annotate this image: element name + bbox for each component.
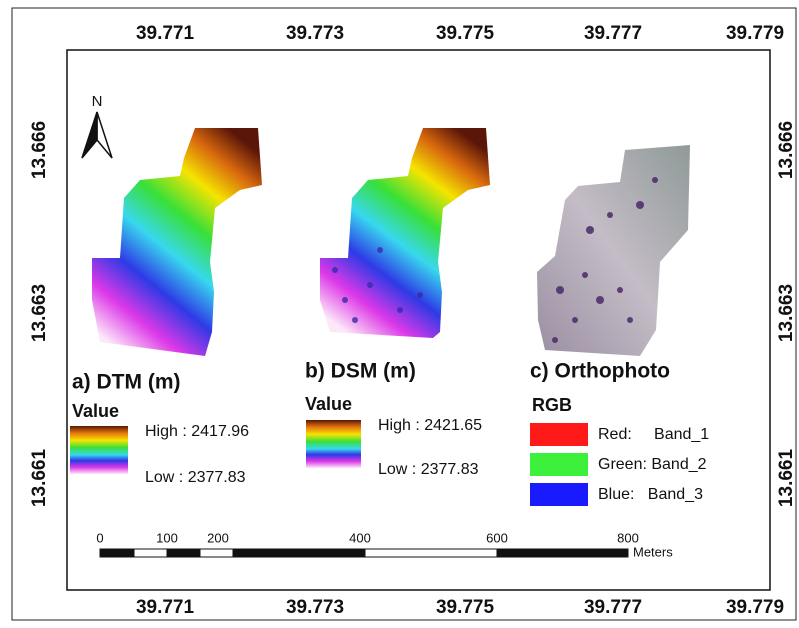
bottom-coords: 39.771 39.773 39.775 39.777 39.779 [136, 597, 784, 618]
scale-segment [497, 549, 628, 557]
top-coords: 39.771 39.773 39.775 39.777 39.779 [136, 23, 784, 44]
coord-label: 13.666 [29, 121, 50, 179]
legend-ramp [70, 426, 128, 474]
legend-swatch [530, 483, 588, 506]
coord-label: 39.779 [726, 597, 784, 618]
legend-high: High : 2417.96 [145, 423, 249, 440]
right-coords: 13.666 13.663 13.661 [776, 121, 797, 507]
legend-swatch [530, 423, 588, 446]
coord-label: 39.773 [286, 23, 344, 44]
legend-low: Low : 2377.83 [378, 461, 479, 478]
legend-item: Blue: Band_3 [598, 486, 703, 503]
scale-segment [167, 549, 200, 557]
scale-segment [233, 549, 365, 557]
coord-label: 39.777 [584, 597, 642, 618]
coord-label: 13.661 [776, 449, 797, 508]
scale-label: 400 [349, 530, 371, 545]
coord-label: 39.779 [726, 23, 784, 44]
coord-label: 39.775 [436, 23, 495, 44]
scale-segment [200, 549, 233, 557]
coord-label: 39.771 [136, 597, 195, 618]
coord-label: 13.663 [29, 284, 50, 342]
legend-title: Value [305, 394, 352, 414]
scale-segment [365, 549, 497, 557]
map-figure: 39.771 39.773 39.775 39.777 39.779 39.77… [0, 0, 799, 628]
legend-ramp [306, 420, 361, 468]
north-label: N [92, 93, 103, 110]
coord-label: 39.771 [136, 23, 195, 44]
legend-swatch [530, 453, 588, 476]
scale-segment [100, 549, 134, 557]
scale-unit: Meters [633, 544, 673, 559]
left-coords: 13.666 13.663 13.661 [29, 121, 50, 507]
coord-label: 39.775 [436, 597, 495, 618]
scale-label: 100 [156, 530, 178, 545]
scale-label: 200 [207, 530, 229, 545]
scale-label: 800 [617, 530, 639, 545]
legend-item: Green: Band_2 [598, 456, 707, 473]
coord-label: 13.666 [776, 121, 797, 179]
scale-label: 600 [486, 530, 508, 545]
panel-title: c) Orthophoto [530, 360, 670, 383]
legend-low: Low : 2377.83 [145, 469, 246, 486]
legend-item: Red: Band_1 [598, 426, 709, 443]
panel-title: a) DTM (m) [72, 371, 181, 394]
coord-label: 13.661 [29, 449, 50, 508]
legend-high: High : 2421.65 [378, 417, 482, 434]
coord-label: 39.773 [286, 597, 344, 618]
coord-label: 13.663 [776, 284, 797, 342]
scale-segment [134, 549, 167, 557]
legend-title: RGB [532, 395, 572, 415]
panel-title: b) DSM (m) [305, 360, 416, 383]
scale-label: 0 [96, 530, 103, 545]
legend-title: Value [72, 401, 119, 421]
scale-bar [100, 549, 628, 557]
coord-label: 39.777 [584, 23, 642, 44]
